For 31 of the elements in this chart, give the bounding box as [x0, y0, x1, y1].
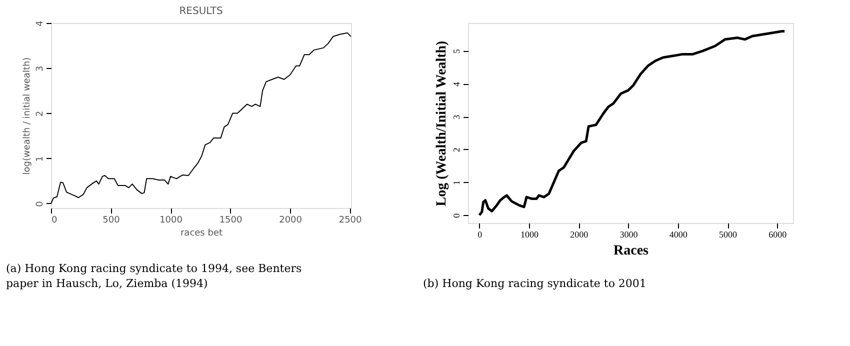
y-tick-label: 1	[36, 156, 46, 162]
x-tick-label: 0	[478, 230, 483, 240]
y-axis-title: Log (Wealth/Initial Wealth)	[434, 40, 450, 206]
y-tick-label: 3	[452, 114, 462, 120]
x-tick-label: 6000	[768, 230, 788, 240]
chart-title: RESULTS	[179, 6, 223, 18]
x-axis-title: races bet	[180, 228, 223, 238]
y-tick-label: 2	[36, 110, 46, 117]
text: (b) Hong Kong racing syndicate to 2001	[423, 277, 646, 290]
y-tick-label: 4	[452, 82, 462, 87]
y-tick-label: 4	[36, 20, 46, 26]
x-tick-label: 0	[52, 216, 58, 226]
x-tick-label: 5000	[719, 230, 738, 240]
x-tick-label: 1500	[219, 216, 243, 226]
y-tick-label: 2	[452, 148, 462, 152]
y-tick-label: 0	[36, 200, 46, 207]
y-tick-label: 1	[452, 180, 462, 186]
y-tick-label: 5	[452, 48, 462, 54]
line-series	[478, 30, 786, 216]
x-tick-label: 2500	[338, 216, 362, 226]
x-tick-label: 3000	[620, 230, 638, 240]
x-tick-label: 2000	[279, 216, 302, 226]
x-tick-label: 2000	[570, 230, 589, 240]
x-tick-label: 1000	[520, 230, 540, 240]
text: (a) Hong Kong racing syndicate to 1994, see Benters paper in Hausch, Lo, Ziemba (1994)	[6, 262, 302, 290]
x-tick-label: 500	[102, 216, 120, 226]
y-tick-label: 3	[36, 66, 46, 72]
x-tick-label: 1000	[160, 216, 183, 226]
x-tick-label: 4000	[669, 230, 688, 240]
y-axis-title: log(wealth / initial wealth)	[22, 57, 32, 175]
x-axis-title: Races	[614, 244, 650, 258]
